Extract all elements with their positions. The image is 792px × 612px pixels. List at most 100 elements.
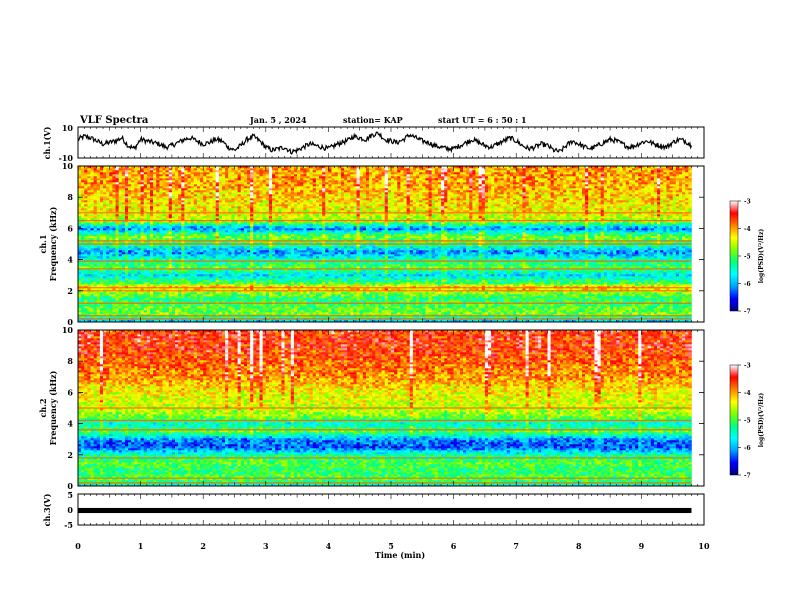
- spectrogram-cell: [163, 194, 166, 196]
- spectrogram-cell: [87, 298, 90, 300]
- spectrogram-cell: [169, 186, 172, 188]
- spectrogram-cell: [197, 238, 200, 240]
- spectrogram-cell: [137, 252, 140, 254]
- spectrogram-cell: [219, 216, 222, 218]
- spectrogram-cell: [235, 262, 238, 264]
- spectrogram-cell: [125, 214, 128, 216]
- spectrogram-cell: [166, 230, 169, 232]
- spectrogram-cell: [97, 214, 100, 216]
- spectrogram-cell: [194, 198, 197, 200]
- spectrogram-cell: [153, 204, 156, 206]
- spectrogram-cell: [213, 246, 216, 248]
- spectrogram-cell: [172, 308, 175, 310]
- spectrogram-cell: [125, 170, 128, 172]
- spectrogram-cell: [81, 172, 84, 174]
- spectrogram-cell: [156, 190, 159, 192]
- spectrogram-cell: [116, 246, 119, 248]
- spectrogram-cell: [81, 300, 84, 302]
- spectrogram-cell: [253, 262, 256, 264]
- spectrogram-cell: [184, 254, 187, 256]
- spectrogram-cell: [91, 170, 94, 172]
- spectrogram-cell: [228, 226, 231, 228]
- spectrogram-cell: [134, 206, 137, 208]
- spectrogram-cell: [147, 232, 150, 234]
- spectrogram-cell: [244, 254, 247, 256]
- spectrogram-cell: [216, 196, 219, 198]
- spectrogram-cell: [159, 250, 162, 252]
- spectrogram-cell: [141, 194, 144, 196]
- spectrogram-cell: [191, 276, 194, 278]
- spectrogram-cell: [203, 264, 206, 266]
- spectrogram-cell: [116, 176, 119, 178]
- spectrogram-cell: [191, 184, 194, 186]
- spectrogram-cell: [191, 250, 194, 252]
- spectrogram-cell: [184, 238, 187, 240]
- spectrogram-cell: [81, 226, 84, 228]
- spectrogram-cell: [109, 310, 112, 312]
- spectrogram-cell: [188, 208, 191, 210]
- spectrogram-cell: [97, 312, 100, 314]
- spectrogram-cell: [116, 272, 119, 274]
- spectrogram-cell: [128, 276, 131, 278]
- spectrogram-cell: [184, 202, 187, 204]
- spectrogram-cell: [97, 188, 100, 190]
- spectrogram-cell: [81, 296, 84, 298]
- spectrogram-cell: [122, 276, 125, 278]
- spectrogram-cell: [166, 238, 169, 240]
- spectrogram-cell: [125, 204, 128, 206]
- spectrogram-cell: [209, 202, 212, 204]
- spectrogram-cell: [153, 300, 156, 302]
- spectrogram-cell: [169, 196, 172, 198]
- spectrogram-cell: [144, 270, 147, 272]
- spectrogram-cell: [244, 246, 247, 248]
- spectrogram-cell: [78, 292, 81, 294]
- spectrogram-cell: [137, 256, 140, 258]
- spectrogram-cell: [172, 224, 175, 226]
- spectrogram-cell: [219, 170, 222, 172]
- spectrogram-cell: [247, 256, 250, 258]
- spectrogram-cell: [131, 190, 134, 192]
- spectrogram-cell: [219, 264, 222, 266]
- spectrogram-cell: [213, 266, 216, 268]
- spectrogram-cell: [250, 186, 253, 188]
- spectrogram-cell: [225, 256, 228, 258]
- spectrogram-cell: [203, 200, 206, 202]
- spectrogram-cell: [106, 222, 109, 224]
- spectrogram-cell: [222, 194, 225, 196]
- spectrogram-cell: [250, 266, 253, 268]
- spectrogram-cell: [175, 218, 178, 220]
- spectrogram-cell: [91, 246, 94, 248]
- spectrogram-cell: [228, 264, 231, 266]
- spectrogram-cell: [219, 280, 222, 282]
- spectrogram-cell: [219, 262, 222, 264]
- spectrogram-cell: [172, 186, 175, 188]
- spectrogram-cell: [225, 236, 228, 238]
- spectrogram-cell: [109, 182, 112, 184]
- spectrogram-cell: [119, 218, 122, 220]
- spectrogram-cell: [87, 210, 90, 212]
- spectrogram-cell: [91, 304, 94, 306]
- spectrogram-cell: [235, 250, 238, 252]
- spectrogram-cell: [172, 204, 175, 206]
- spectrogram-cell: [94, 174, 97, 176]
- spectrogram-cell: [131, 254, 134, 256]
- spectrogram-cell: [156, 178, 159, 180]
- spectrogram-cell: [128, 280, 131, 282]
- spectrogram-cell: [191, 270, 194, 272]
- spectrogram-cell: [94, 246, 97, 248]
- spectrogram-cell: [87, 230, 90, 232]
- spectrogram-cell: [200, 252, 203, 254]
- spectrogram-cell: [247, 296, 250, 298]
- spectrogram-cell: [206, 310, 209, 312]
- spectrogram-cell: [91, 208, 94, 210]
- spectrogram-cell: [253, 236, 256, 238]
- spectrogram-cell: [100, 284, 103, 286]
- spectrogram-cell: [219, 284, 222, 286]
- spectrogram-cell: [125, 292, 128, 294]
- spectrogram-cell: [159, 284, 162, 286]
- spectrogram-cell: [184, 200, 187, 202]
- spectrogram-cell: [112, 216, 115, 218]
- spectrogram-cell: [116, 280, 119, 282]
- spectrogram-cell: [178, 224, 181, 226]
- spectrogram-cell: [91, 216, 94, 218]
